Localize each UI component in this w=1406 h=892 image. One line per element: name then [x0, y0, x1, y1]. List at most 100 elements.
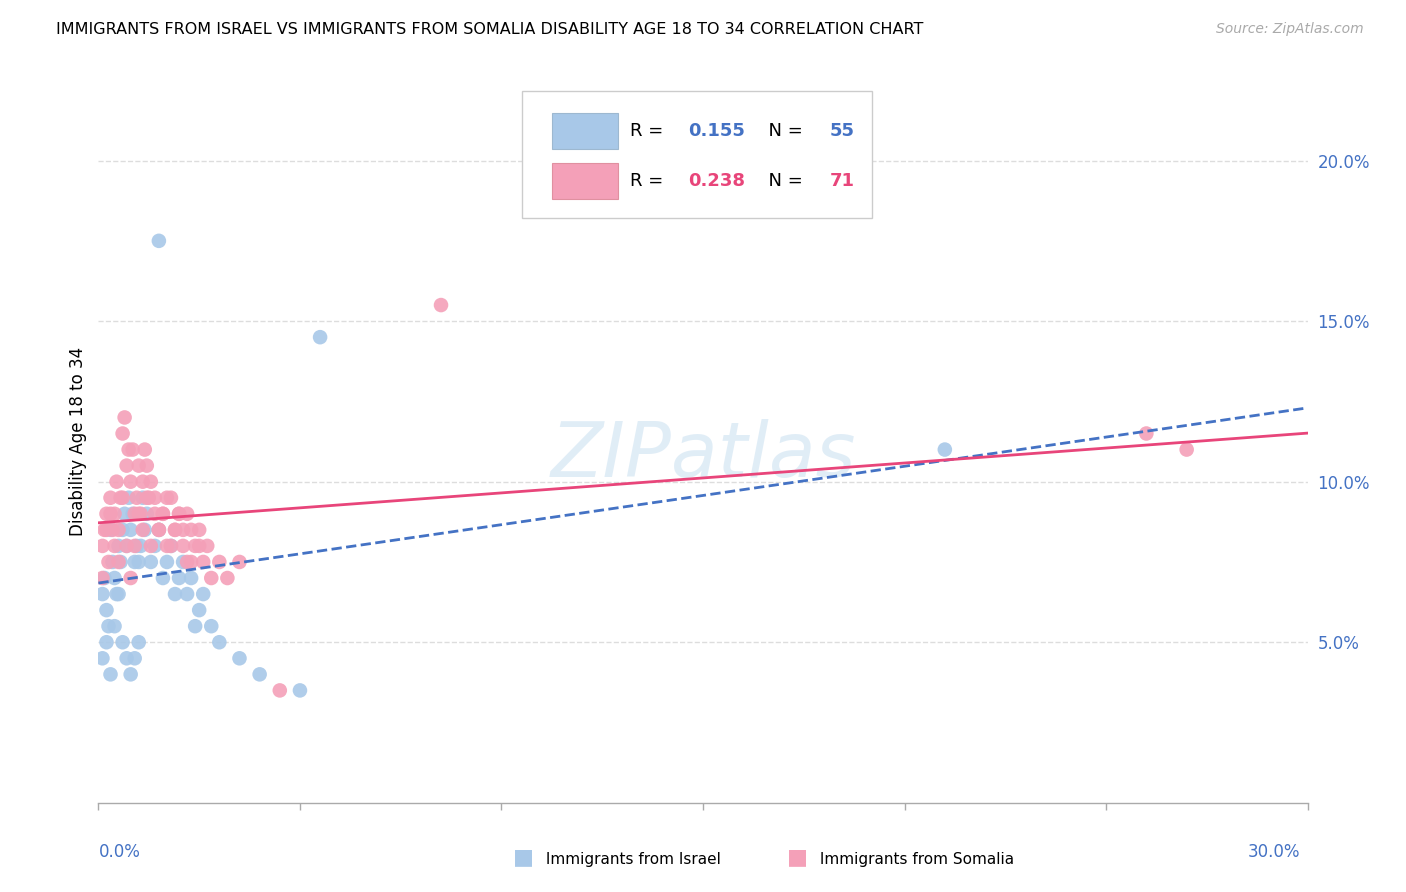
Point — [111, 523, 134, 537]
Point — [249, 667, 271, 681]
Point — [120, 667, 142, 681]
Point — [124, 507, 146, 521]
Point — [180, 571, 202, 585]
Point — [124, 539, 146, 553]
Point — [111, 635, 134, 649]
Point — [269, 683, 291, 698]
Text: 71: 71 — [830, 172, 855, 190]
Point — [103, 539, 125, 553]
Text: 0.238: 0.238 — [689, 172, 745, 190]
Point — [132, 491, 155, 505]
Point — [129, 539, 152, 553]
Point — [208, 635, 231, 649]
Point — [93, 571, 115, 585]
Text: IMMIGRANTS FROM ISRAEL VS IMMIGRANTS FROM SOMALIA DISABILITY AGE 18 TO 34 CORREL: IMMIGRANTS FROM ISRAEL VS IMMIGRANTS FRO… — [56, 22, 924, 37]
Point — [200, 619, 222, 633]
Point — [110, 491, 132, 505]
Point — [91, 651, 114, 665]
Point — [96, 603, 118, 617]
Point — [1175, 442, 1198, 457]
Text: 30.0%: 30.0% — [1249, 843, 1301, 861]
Point — [156, 539, 179, 553]
Point — [135, 507, 157, 521]
Point — [134, 523, 156, 537]
Point — [172, 523, 194, 537]
Point — [188, 603, 211, 617]
Point — [152, 571, 174, 585]
Point — [172, 539, 194, 553]
Point — [208, 555, 231, 569]
Point — [193, 555, 215, 569]
Point — [115, 458, 138, 473]
Point — [129, 507, 152, 521]
Point — [100, 491, 122, 505]
Point — [195, 539, 218, 553]
Point — [288, 683, 311, 698]
Point — [124, 651, 146, 665]
Point — [132, 523, 155, 537]
Point — [188, 523, 211, 537]
Point — [96, 523, 118, 537]
Point — [148, 523, 170, 537]
Text: 0.0%: 0.0% — [98, 843, 141, 861]
Point — [101, 523, 124, 537]
Point — [97, 619, 120, 633]
Text: 0.155: 0.155 — [689, 122, 745, 140]
Point — [124, 555, 146, 569]
Point — [139, 539, 162, 553]
Point — [172, 555, 194, 569]
Point — [139, 475, 162, 489]
Point — [96, 507, 118, 521]
Point — [100, 523, 122, 537]
Point — [193, 587, 215, 601]
Point — [134, 442, 156, 457]
Point — [125, 539, 148, 553]
Point — [184, 619, 207, 633]
Point — [100, 507, 122, 521]
Point — [105, 587, 128, 601]
Point — [107, 539, 129, 553]
Point — [125, 491, 148, 505]
Point — [128, 507, 150, 521]
Point — [163, 523, 186, 537]
Text: ■: ■ — [513, 847, 534, 867]
Point — [167, 507, 190, 521]
Point — [103, 507, 125, 521]
Point — [121, 507, 143, 521]
Point — [228, 651, 250, 665]
Point — [138, 491, 160, 505]
Point — [200, 571, 222, 585]
Point — [160, 491, 183, 505]
Point — [121, 442, 143, 457]
Point — [115, 539, 138, 553]
Point — [156, 491, 179, 505]
Point — [176, 555, 198, 569]
Point — [110, 555, 132, 569]
FancyBboxPatch shape — [522, 91, 872, 218]
Point — [430, 298, 453, 312]
Point — [118, 491, 141, 505]
Point — [160, 539, 183, 553]
Point — [163, 587, 186, 601]
Text: R =: R = — [630, 122, 669, 140]
Point — [184, 539, 207, 553]
Point — [107, 555, 129, 569]
Point — [93, 523, 115, 537]
Point — [120, 571, 142, 585]
Point — [135, 491, 157, 505]
Point — [120, 475, 142, 489]
Point — [934, 442, 956, 457]
Point — [167, 507, 190, 521]
Point — [176, 507, 198, 521]
Point — [160, 539, 183, 553]
Point — [100, 667, 122, 681]
Point — [107, 523, 129, 537]
Point — [143, 507, 166, 521]
Point — [115, 539, 138, 553]
Point — [152, 507, 174, 521]
Point — [309, 330, 332, 344]
Point — [105, 475, 128, 489]
Point — [91, 587, 114, 601]
Point — [120, 523, 142, 537]
Point — [176, 587, 198, 601]
